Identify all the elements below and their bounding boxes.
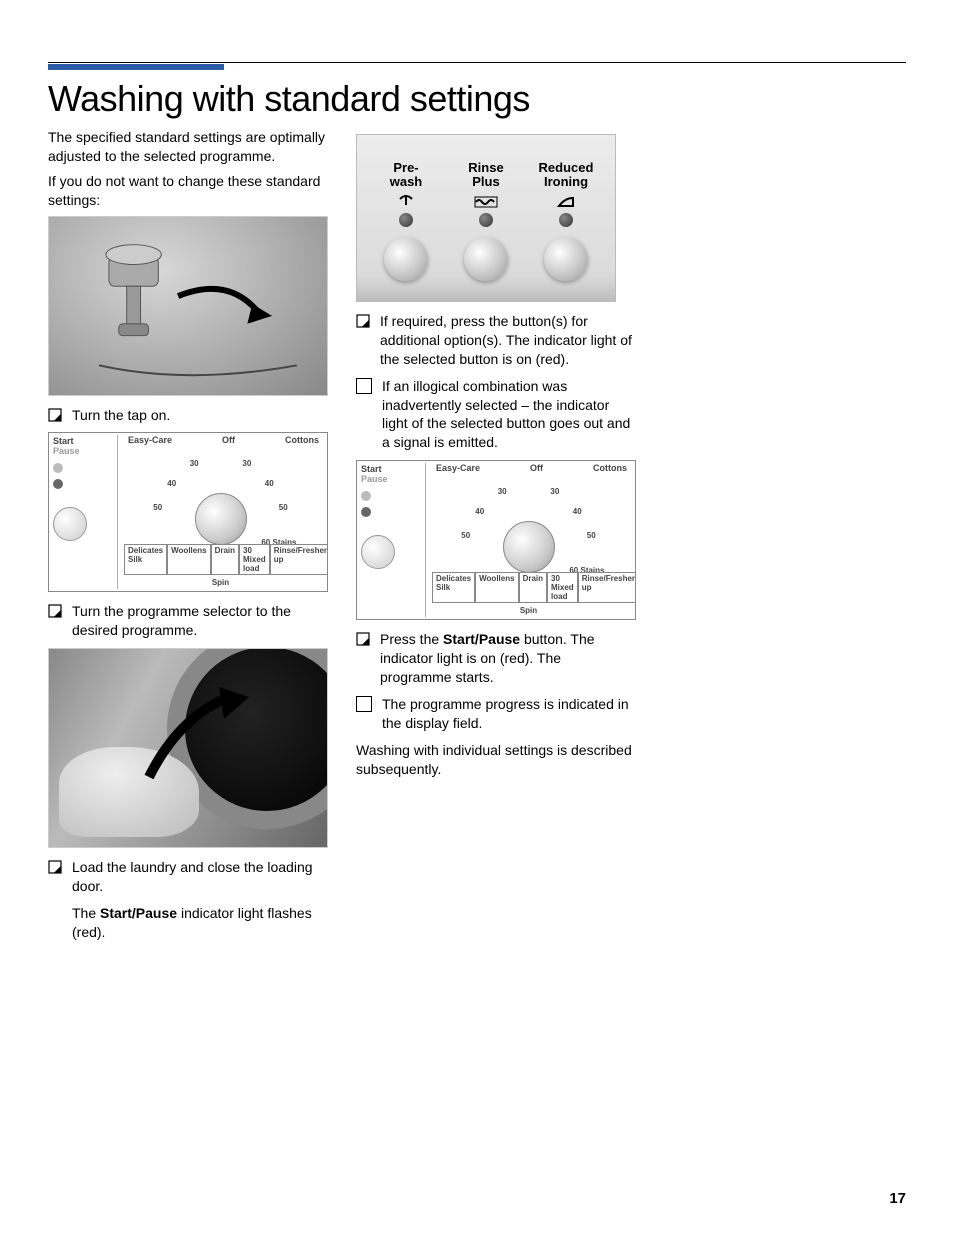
step-4: If required, press the button(s) for add… bbox=[356, 312, 636, 369]
dial-delicates: DelicatesSilk bbox=[124, 544, 167, 575]
dial-drain: Drain bbox=[211, 544, 239, 575]
note-icon bbox=[356, 696, 372, 712]
note-2: The programme progress is indicated in t… bbox=[356, 695, 636, 733]
rinseplus-icon bbox=[446, 193, 526, 211]
prewash-icon bbox=[366, 193, 446, 211]
bullet-icon bbox=[356, 632, 370, 646]
page-title: Washing with standard settings bbox=[48, 78, 906, 120]
note-1: If an illogical combination was inadvert… bbox=[356, 377, 636, 453]
note-1-text: If an illogical combination was inadvert… bbox=[382, 377, 636, 453]
prewash-button bbox=[384, 237, 428, 281]
rinseplus-label: RinsePlus bbox=[446, 161, 526, 190]
reducedironing-label: ReducedIroning bbox=[526, 161, 606, 190]
step-5: Press the Start/Pause button. The indica… bbox=[356, 630, 636, 687]
start-pause-knob bbox=[361, 535, 395, 569]
dial-spin-label: Spin bbox=[212, 578, 229, 587]
indicator-dot bbox=[399, 213, 413, 227]
indicator-dot bbox=[559, 213, 573, 227]
intro-para-2: If you do not want to change these stand… bbox=[48, 172, 328, 210]
dial-off-label: Off bbox=[222, 435, 235, 445]
tap-illustration bbox=[48, 216, 328, 396]
prewash-label: Pre-wash bbox=[366, 161, 446, 190]
intro-para-1: The specified standard settings are opti… bbox=[48, 128, 328, 166]
reducedironing-button bbox=[544, 237, 588, 281]
page-number: 17 bbox=[889, 1190, 906, 1207]
note-icon bbox=[356, 378, 372, 394]
bullet-icon bbox=[48, 860, 62, 874]
accent-bar bbox=[48, 64, 224, 70]
closing-para: Washing with individual settings is desc… bbox=[356, 741, 636, 779]
bullet-icon bbox=[48, 604, 62, 618]
step-5-text: Press the Start/Pause button. The indica… bbox=[380, 630, 636, 687]
rinseplus-button bbox=[464, 237, 508, 281]
page-content: Washing with standard settings The speci… bbox=[48, 78, 906, 950]
step-3: Load the laundry and close the loading d… bbox=[48, 858, 328, 896]
dial-woollens: Woollens bbox=[167, 544, 210, 575]
dial-pause-label: Pause bbox=[361, 475, 417, 485]
columns: The specified standard settings are opti… bbox=[48, 128, 906, 950]
programme-dial-illustration-2: Start Pause Easy-Care Off Cottons 30 30 bbox=[356, 460, 636, 620]
top-rule bbox=[48, 62, 906, 63]
column-1: The specified standard settings are opti… bbox=[48, 128, 328, 950]
bullet-icon bbox=[48, 408, 62, 422]
step-4-text: If required, press the button(s) for add… bbox=[380, 312, 636, 369]
step-3-note: The Start/Pause indicator light flashes … bbox=[72, 904, 328, 942]
step-2: Turn the programme selector to the desir… bbox=[48, 602, 328, 640]
bullet-icon bbox=[356, 314, 370, 328]
step-2-text: Turn the programme selector to the desir… bbox=[72, 602, 328, 640]
note-2-text: The programme progress is indicated in t… bbox=[382, 695, 636, 733]
programme-dial-illustration-1: Start Pause Easy-Care Off Cottons 30 30 bbox=[48, 432, 328, 592]
dial-rinse: Rinse/Freshen up bbox=[270, 544, 328, 575]
indicator-dot bbox=[479, 213, 493, 227]
programme-knob bbox=[503, 521, 555, 573]
loading-door-illustration bbox=[48, 648, 328, 848]
dial-easycare-label: Easy-Care bbox=[128, 435, 172, 445]
column-2: Pre-wash RinsePlus ReducedIroning bbox=[356, 128, 636, 950]
dial-pause-label: Pause bbox=[53, 447, 109, 457]
step-1-text: Turn the tap on. bbox=[72, 406, 170, 425]
start-pause-knob bbox=[53, 507, 87, 541]
dial-mixed: 30 Mixed load bbox=[239, 544, 270, 575]
dial-cottons-label: Cottons bbox=[285, 435, 319, 445]
option-buttons-illustration: Pre-wash RinsePlus ReducedIroning bbox=[356, 134, 616, 302]
step-3-text: Load the laundry and close the loading d… bbox=[72, 858, 328, 896]
step-1: Turn the tap on. bbox=[48, 406, 328, 425]
programme-knob bbox=[195, 493, 247, 545]
reducedironing-icon bbox=[526, 193, 606, 211]
